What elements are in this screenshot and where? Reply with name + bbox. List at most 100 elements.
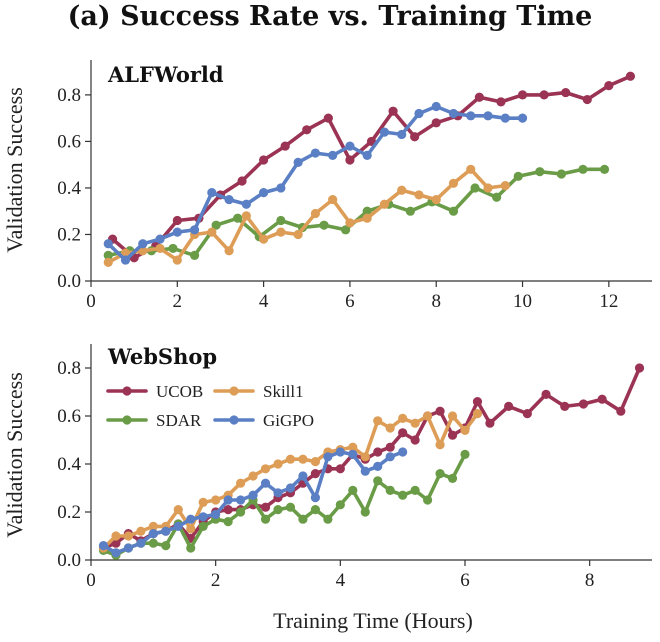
series-line-sdar: [106, 167, 607, 258]
data-point-skill1: [276, 227, 286, 237]
data-point-skill1: [466, 164, 476, 174]
data-point-ucob: [474, 92, 484, 102]
series-gigpo: [103, 101, 528, 265]
data-point-sdar: [447, 473, 458, 483]
data-point-ucob: [385, 442, 395, 452]
data-point-skill1: [111, 531, 121, 541]
legend-marker-gigpo: [229, 415, 239, 425]
data-point-ucob: [310, 469, 320, 479]
data-point-skill1: [260, 464, 271, 474]
data-point-sdar: [470, 183, 480, 193]
data-point-gigpo: [310, 493, 320, 503]
data-point-sdar: [310, 505, 320, 515]
data-point-gigpo: [345, 141, 355, 151]
x-tick-label: 0: [86, 291, 96, 312]
alfworld-panel: 0.0 0.2 0.4 0.6 0.8 0 2 4 6 8 10 12 Validation Succe…: [2, 60, 652, 312]
data-point-ucob: [616, 406, 626, 416]
data-point-sdar: [341, 225, 351, 235]
x-tick-label: 6: [345, 291, 355, 312]
data-point-gigpo: [373, 461, 383, 471]
data-point-gigpo: [259, 188, 269, 198]
x-tick-label: 0: [86, 570, 96, 591]
data-point-sdar: [398, 490, 408, 500]
data-point-skill1: [414, 190, 424, 200]
data-point-sdar: [186, 543, 196, 553]
data-point-ucob: [578, 399, 589, 409]
data-point-gigpo: [148, 529, 158, 539]
data-point-gigpo: [211, 509, 221, 519]
data-point-skill1: [186, 524, 196, 534]
data-point-sdar: [323, 514, 333, 524]
data-point-ucob: [625, 71, 636, 81]
data-point-sdar: [260, 514, 271, 524]
data-point-skill1: [398, 413, 408, 423]
data-point-skill1: [224, 246, 234, 256]
data-point-sdar: [599, 164, 610, 174]
data-point-skill1: [172, 255, 182, 265]
data-point-skill1: [348, 442, 358, 452]
data-point-sdar: [556, 169, 566, 179]
data-point-sdar: [362, 206, 372, 216]
data-point-gigpo: [138, 239, 148, 249]
x-tick-label: 12: [599, 291, 618, 312]
panel-label: WebShop: [107, 344, 217, 369]
data-point-gigpo: [161, 526, 171, 536]
data-point-gigpo: [323, 452, 333, 462]
data-point-sdar: [385, 485, 395, 495]
x-tick-label: 2: [211, 570, 221, 591]
data-point-ucob: [517, 90, 528, 100]
y-tick-label: 0.8: [57, 358, 81, 379]
data-point-gigpo: [379, 127, 390, 137]
legend: UCOB Skill1 SDAR GiGPO: [106, 382, 314, 430]
data-point-gigpo: [136, 538, 146, 548]
data-point-gigpo: [189, 225, 200, 235]
y-axis-label: Validation Success: [2, 87, 27, 253]
data-point-gigpo: [172, 227, 182, 237]
data-point-skill1: [273, 459, 283, 469]
data-point-gigpo: [120, 255, 131, 265]
x-axis-label: Training Time (Hours): [273, 608, 473, 633]
data-point-gigpo: [335, 447, 345, 457]
legend-label-sdar: SDAR: [156, 411, 202, 430]
series-sdar: [98, 449, 470, 560]
series-sdar: [103, 164, 610, 261]
x-tick-label: 6: [460, 570, 470, 591]
data-point-sdar: [285, 502, 296, 512]
data-point-gigpo: [348, 449, 358, 459]
data-point-skill1: [483, 183, 493, 193]
data-point-skill1: [448, 178, 459, 188]
data-point-gigpo: [236, 495, 246, 505]
data-point-skill1: [379, 199, 390, 209]
data-point-sdar: [233, 213, 243, 223]
y-tick-label: 0.2: [57, 502, 81, 523]
data-point-gigpo: [248, 490, 258, 500]
data-point-gigpo: [500, 113, 510, 123]
data-point-gigpo: [466, 111, 476, 121]
data-point-skill1: [500, 181, 510, 191]
data-point-skill1: [373, 416, 383, 426]
data-point-ucob: [223, 505, 233, 515]
data-point-skill1: [310, 208, 320, 219]
data-point-skill1: [460, 425, 470, 435]
data-point-gigpo: [298, 471, 308, 481]
data-point-ucob: [560, 401, 570, 411]
legend-label-skill1: Skill1: [263, 382, 304, 401]
data-point-gigpo: [111, 548, 121, 558]
data-point-sdar: [423, 495, 433, 505]
data-point-sdar: [273, 505, 283, 515]
data-point-gigpo: [293, 157, 303, 167]
data-point-ucob: [323, 113, 333, 123]
data-point-ucob: [398, 428, 408, 438]
data-point-ucob: [485, 418, 495, 428]
data-point-sdar: [236, 507, 246, 517]
data-point-skill1: [360, 452, 370, 462]
data-point-skill1: [447, 411, 458, 421]
data-point-gigpo: [224, 194, 234, 205]
data-point-sdar: [513, 171, 523, 181]
data-point-sdar: [223, 517, 233, 527]
data-point-sdar: [492, 192, 502, 202]
data-point-ucob: [388, 106, 398, 116]
data-point-skill1: [362, 213, 372, 223]
data-point-skill1: [298, 454, 308, 464]
y-tick-label: 0.4: [57, 178, 81, 199]
